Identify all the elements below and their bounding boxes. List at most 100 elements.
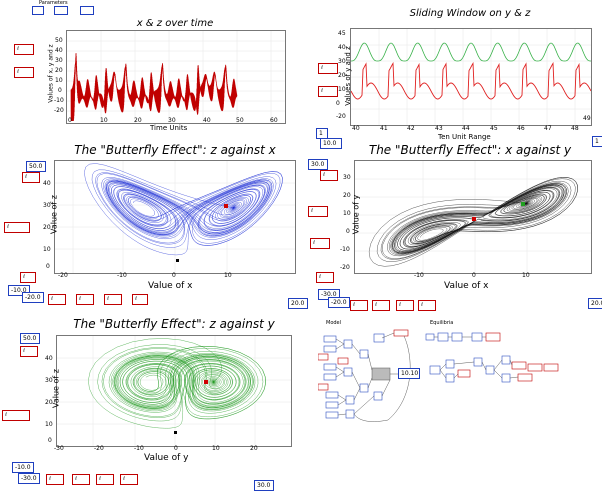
xz-ytick-6: -10: [54, 97, 64, 104]
xz-time-title: x & z over time: [136, 18, 214, 29]
sliding-corner-box-right[interactable]: 1: [592, 136, 602, 147]
xz-ytick-2: 30: [55, 57, 63, 64]
xy-box-1[interactable]: ℓ: [320, 170, 338, 181]
zy-ytick-4: 0: [48, 437, 52, 444]
zy-ytick-0: 40: [45, 355, 53, 362]
sliding-xlabel: Ten Unit Range: [438, 133, 491, 141]
sliding-ytick-1: 40: [338, 44, 346, 51]
zy-zmax-box[interactable]: 50.0: [20, 333, 40, 344]
xy-xtick-2: 10: [522, 272, 530, 279]
zx-xtick-2: 0: [172, 272, 176, 279]
xz-series: [70, 53, 238, 122]
zy-box-3[interactable]: ℓ: [46, 474, 64, 485]
zx-xtick-3: 10: [224, 272, 232, 279]
zy-box-1[interactable]: ℓ: [20, 346, 38, 357]
xy-plot: [354, 160, 592, 274]
zy-xtick-4: 10: [212, 445, 220, 452]
xy-xlabel: Value of x: [444, 281, 489, 291]
sliding-ytick-13: -20: [336, 113, 346, 120]
param-box-2[interactable]: [54, 6, 68, 15]
zy-plot: [56, 335, 292, 447]
zy-box-2[interactable]: ℓ: [2, 410, 30, 421]
zy-ytick-3: 10: [45, 421, 53, 428]
sliding-input-box-1[interactable]: ℓ: [318, 63, 338, 74]
xz-ytick-1: 40: [55, 47, 63, 54]
attractor-trajectory: [368, 177, 578, 267]
zy-xtick-2: -10: [134, 445, 144, 452]
zx-zmin-box[interactable]: -10.0: [8, 285, 30, 296]
xz-input-box-2[interactable]: ℓ: [14, 67, 34, 78]
zy-zmin-box[interactable]: -10.0: [12, 462, 34, 473]
xy-box-7[interactable]: ℓ: [396, 300, 414, 311]
zy-ymin-box[interactable]: -30.0: [18, 473, 40, 484]
xz-input-box-1[interactable]: ℓ: [14, 44, 34, 55]
zx-title: The "Butterfly Effect": z against x: [74, 143, 276, 157]
sliding-plot: [350, 28, 592, 126]
zx-box-7[interactable]: ℓ: [132, 294, 148, 305]
param-box-3[interactable]: [80, 6, 94, 15]
zx-xmax-box[interactable]: 20.0: [288, 298, 308, 309]
zx-box-6[interactable]: ℓ: [104, 294, 122, 305]
xz-ytick-5: 0: [58, 87, 62, 94]
xy-box-5[interactable]: ℓ: [350, 300, 368, 311]
model-output-box[interactable]: 10.10: [398, 368, 420, 379]
zx-box-3[interactable]: ℓ: [20, 272, 36, 283]
xz-xtick-6: 60: [270, 117, 278, 124]
zy-box-4[interactable]: ℓ: [72, 474, 90, 485]
sliding-ytick-5: 20: [338, 72, 346, 79]
model-diagram: [317, 328, 418, 424]
xy-box-8[interactable]: ℓ: [418, 300, 436, 311]
zy-box-5[interactable]: ℓ: [96, 474, 114, 485]
xy-box-2[interactable]: ℓ: [308, 206, 328, 217]
sliding-input-box-2[interactable]: ℓ: [318, 86, 338, 97]
xy-ytick-5: -20: [340, 264, 350, 271]
sliding-corner-box-left[interactable]: 1: [316, 128, 328, 139]
xy-ylabel: Value of y: [351, 194, 361, 235]
zx-box-1[interactable]: ℓ: [22, 172, 40, 183]
zx-box-2[interactable]: ℓ: [4, 222, 30, 233]
xz-time-plot: [66, 30, 286, 124]
zy-ytick-2: 20: [45, 399, 53, 406]
zx-equilibrium-marker: [224, 204, 228, 208]
zx-ytick-0: 40: [43, 180, 51, 187]
xy-ymax-box[interactable]: 30.0: [308, 159, 328, 170]
zx-xtick-0: -20: [58, 272, 68, 279]
zx-xtick-1: -10: [117, 272, 127, 279]
xy-xmin-box[interactable]: -20.0: [328, 297, 350, 308]
sliding-xtick-9: 49: [583, 115, 591, 122]
xz-xtick-2: 20: [134, 117, 142, 124]
xz-xtick-0: 0: [68, 117, 72, 124]
xy-ytick-2: 10: [343, 210, 351, 217]
zy-box-6[interactable]: ℓ: [120, 474, 138, 485]
xz-xtick-3: 30: [168, 117, 176, 124]
zy-xtick-3: 0: [174, 445, 178, 452]
xy-svg: [355, 161, 591, 273]
xy-box-6[interactable]: ℓ: [372, 300, 390, 311]
zx-box-4[interactable]: ℓ: [48, 294, 66, 305]
xz-ytick-3: 20: [55, 67, 63, 74]
parameters-label: Parameters: [39, 0, 68, 6]
xz-xtick-1: 10: [100, 117, 108, 124]
zx-svg: [55, 161, 295, 273]
sliding-title: Sliding Window on y & z: [409, 8, 531, 19]
zx-xmin-box[interactable]: -20.0: [22, 292, 44, 303]
sliding-xtick-5: 45: [490, 125, 498, 132]
xy-ytick-3: 0: [346, 228, 350, 235]
zy-ymax-box[interactable]: 30.0: [254, 480, 274, 491]
zx-start-marker: [176, 259, 179, 262]
zy-ylabel: Value of z: [51, 369, 61, 408]
sliding-svg: [350, 29, 592, 125]
zx-box-5[interactable]: ℓ: [76, 294, 94, 305]
xy-box-3[interactable]: ℓ: [310, 238, 330, 249]
sliding-range-box[interactable]: 10.0: [320, 138, 342, 149]
sliding-xtick-3: 43: [435, 125, 443, 132]
xy-xtick-0: -10: [414, 272, 424, 279]
xy-xmax-box[interactable]: 20.0: [588, 298, 602, 309]
model-diagram-svg: [317, 329, 411, 422]
xy-xtick-1: 0: [472, 272, 476, 279]
zx-zmax-box[interactable]: 50.0: [26, 161, 46, 172]
zx-ytick-4: 0: [46, 263, 50, 270]
xy-box-4[interactable]: ℓ: [316, 272, 334, 283]
xz-time-ylabel: Values of x, y and z: [47, 44, 55, 103]
param-box-1[interactable]: [32, 6, 44, 15]
